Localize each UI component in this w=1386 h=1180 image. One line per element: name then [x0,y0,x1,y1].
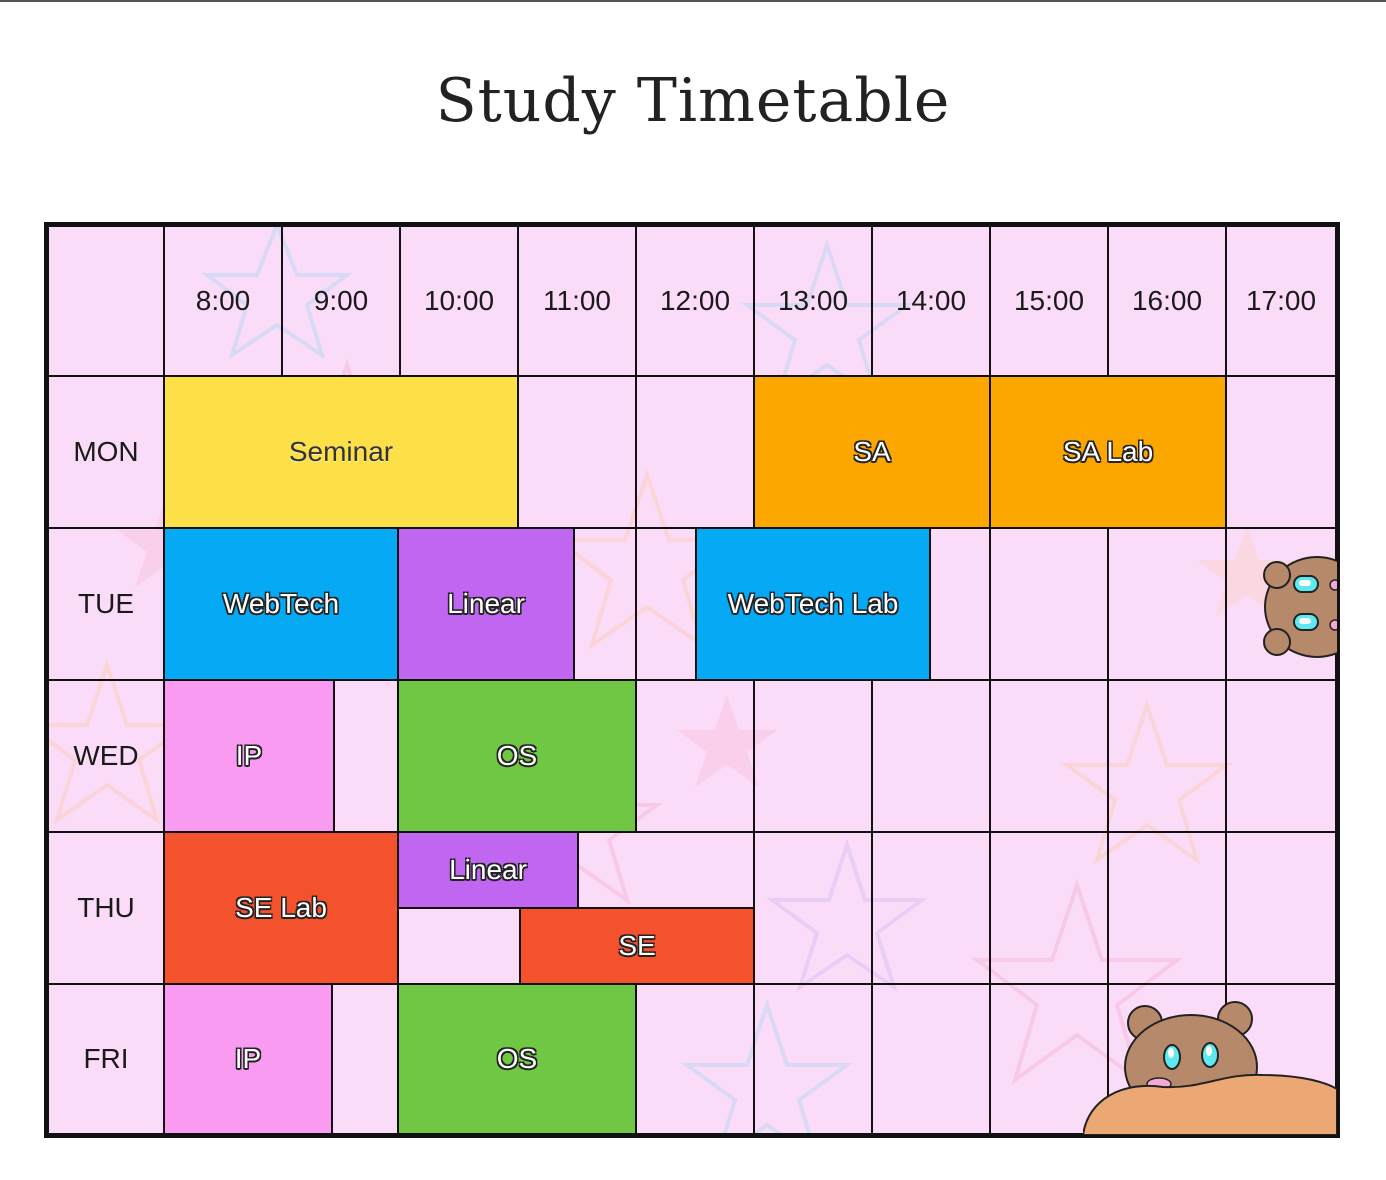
class-block-ip[interactable]: IP [163,679,335,833]
empty-slot[interactable] [871,831,991,985]
class-block-linear[interactable]: Linear [397,527,575,681]
class-block-os[interactable]: OS [397,679,637,833]
class-block-se-lab[interactable]: SE Lab [163,831,399,985]
empty-slot[interactable] [753,831,873,985]
class-label: SA Lab [1062,436,1154,467]
empty-slot[interactable] [397,907,521,985]
class-label: IP [234,1043,262,1074]
class-block-linear[interactable]: Linear [397,831,579,909]
class-label: SE Lab [235,892,327,923]
time-header: 8:00 [163,225,283,377]
time-header: 17:00 [1225,225,1337,377]
empty-slot[interactable] [517,375,637,529]
corner-cell [47,225,165,377]
class-block-sa[interactable]: SA [753,375,991,529]
class-label: SE [618,930,656,961]
empty-slot[interactable] [1225,375,1337,529]
empty-slot[interactable] [635,527,697,681]
class-block-se[interactable]: SE [519,907,755,985]
empty-slot[interactable] [1107,831,1227,985]
empty-slot[interactable] [1107,527,1227,681]
time-header: 15:00 [989,225,1109,377]
class-label: WebTech Lab [727,588,899,619]
class-label: Seminar [288,436,394,467]
empty-slot[interactable] [635,983,755,1135]
time-header: 13:00 [753,225,873,377]
bear-icon [1263,556,1337,658]
class-label: SA [853,436,891,467]
time-header: 14:00 [871,225,991,377]
class-label: OS [496,1043,538,1074]
time-header: 16:00 [1107,225,1227,377]
empty-slot[interactable] [635,679,755,833]
class-block-seminar[interactable]: Seminar [163,375,519,529]
class-label: Linear [447,588,525,619]
time-header: 11:00 [517,225,637,377]
empty-slot[interactable] [929,527,991,681]
empty-slot[interactable] [871,679,991,833]
day-label-thu: THU [47,831,165,985]
empty-slot[interactable] [753,983,873,1135]
empty-slot[interactable] [989,527,1109,681]
class-block-os[interactable]: OS [397,983,637,1135]
day-label-tue: TUE [47,527,165,681]
empty-slot[interactable] [333,679,399,833]
empty-slot[interactable] [1225,831,1337,985]
empty-slot[interactable] [635,375,755,529]
time-header: 9:00 [281,225,401,377]
empty-slot[interactable] [1107,679,1227,833]
time-header: 10:00 [399,225,519,377]
time-header: 12:00 [635,225,755,377]
page-title: Study Timetable [435,66,951,136]
day-label-wed: WED [47,679,165,833]
class-label: Linear [449,854,527,885]
class-block-webtech-lab[interactable]: WebTech Lab [695,527,931,681]
empty-slot[interactable] [871,983,991,1135]
class-block-sa-lab[interactable]: SA Lab [989,375,1227,529]
empty-slot[interactable] [577,831,755,909]
empty-slot[interactable] [1225,679,1337,833]
timetable-grid: 8:00 9:00 10:00 11:00 12:00 13:00 14:00 … [44,222,1340,1138]
day-label-fri: FRI [47,983,165,1135]
class-block-webtech[interactable]: WebTech [163,527,399,681]
bear-peeking-icon [1083,1001,1337,1135]
top-divider [0,0,1386,2]
class-block-ip[interactable]: IP [163,983,333,1135]
empty-slot[interactable] [573,527,637,681]
class-label: WebTech [222,588,340,619]
class-label: IP [235,740,263,771]
day-label-mon: MON [47,375,165,529]
class-label: OS [496,740,538,771]
empty-slot[interactable] [331,983,399,1135]
empty-slot[interactable] [989,679,1109,833]
empty-slot[interactable] [989,831,1109,985]
empty-slot[interactable] [753,679,873,833]
